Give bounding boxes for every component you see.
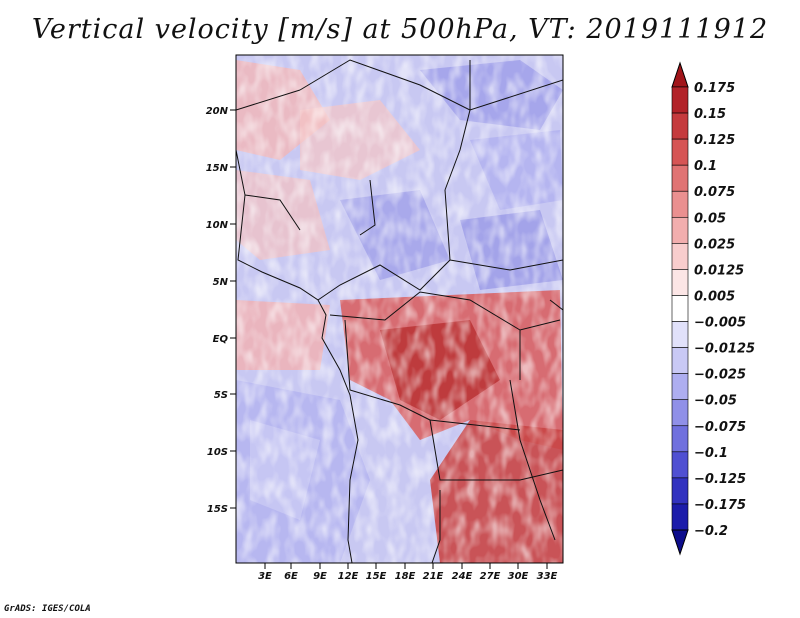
colorbar-label: 0.1: [694, 159, 717, 174]
colorbar-label: −0.2: [694, 524, 728, 539]
colorbar-label: −0.1: [694, 446, 728, 461]
colorbar-label: 0.025: [694, 237, 735, 252]
colorbar-label: 0.005: [694, 289, 735, 304]
lat-tick-label: 10S: [207, 447, 228, 458]
lon-tick-label: 6E: [284, 571, 298, 582]
colorbar-swatch: [671, 477, 689, 505]
colorbar-label: 0.05: [694, 211, 726, 226]
lon-tick-label: 27E: [480, 571, 501, 582]
map-frame: [235, 54, 564, 564]
colorbar-label: −0.125: [694, 472, 746, 487]
colorbar-swatch: [671, 295, 689, 322]
lon-tick-label: 21E: [423, 571, 444, 582]
colorbar-label: −0.05: [694, 394, 737, 409]
colorbar-label: −0.005: [694, 316, 746, 331]
lon-tick-label: 18E: [395, 571, 416, 582]
lat-tick-label: 15S: [207, 504, 228, 515]
lon-tick-label: 33E: [537, 571, 558, 582]
longitude-axis: 3E 6E 9E 12E 15E 18E 21E 24E 27E 30E 33E: [258, 563, 558, 582]
colorbar-swatch: [671, 347, 689, 374]
colorbar-bottom-arrow: [671, 529, 689, 556]
colorbar-label: 0.15: [694, 107, 726, 122]
colorbar-swatch: [671, 399, 689, 427]
colorbar-swatch: [671, 503, 689, 531]
lat-tick-label: 15N: [206, 163, 229, 174]
lon-tick-label: 30E: [508, 571, 529, 582]
colorbar-swatch: [671, 86, 689, 114]
colorbar-label: −0.0125: [694, 342, 755, 357]
colorbar-swatch: [671, 112, 689, 140]
latitude-axis: 20N 15N 10N 5N EQ 5S 10S 15S: [206, 106, 236, 515]
lon-tick-label: 9E: [313, 571, 327, 582]
colorbar-swatch: [671, 451, 689, 479]
colorbar-label: 0.0125: [694, 263, 744, 278]
lat-tick-label: 20N: [206, 106, 229, 117]
lat-tick-label: 5S: [214, 390, 228, 401]
colorbar-swatch: [671, 321, 689, 348]
lat-tick-label: 5N: [213, 277, 229, 288]
colorbar-label: −0.025: [694, 368, 746, 383]
lon-tick-label: 24E: [452, 571, 473, 582]
lon-tick-label: 3E: [258, 571, 272, 582]
colorbar-swatch: [671, 164, 689, 192]
lon-tick-label: 15E: [366, 571, 387, 582]
colorbar-swatch: [671, 190, 689, 218]
colorbar-top-arrow: [671, 61, 689, 88]
colorbar-label: 0.175: [694, 81, 735, 96]
colorbar-swatch: [671, 216, 689, 244]
colorbar-label: −0.075: [694, 420, 746, 435]
colorbar-label: 0.075: [694, 185, 735, 200]
colorbar-swatch: [671, 243, 689, 270]
credit-label: GrADS: IGES/COLA: [4, 604, 91, 614]
country-borders: [236, 59, 563, 563]
lon-tick-label: 12E: [338, 571, 359, 582]
colorbar-swatch: [671, 138, 689, 166]
colorbar-swatch: [671, 373, 689, 401]
colorbar-label: −0.175: [694, 498, 746, 513]
colorbar-label: 0.125: [694, 133, 735, 148]
map-title: Vertical velocity [m/s] at 500hPa, VT: 2…: [31, 14, 769, 45]
colorbar-swatch: [671, 269, 689, 296]
lat-tick-label: EQ: [213, 334, 229, 345]
lat-tick-label: 10N: [206, 220, 229, 231]
colorbar-swatch: [671, 425, 689, 453]
